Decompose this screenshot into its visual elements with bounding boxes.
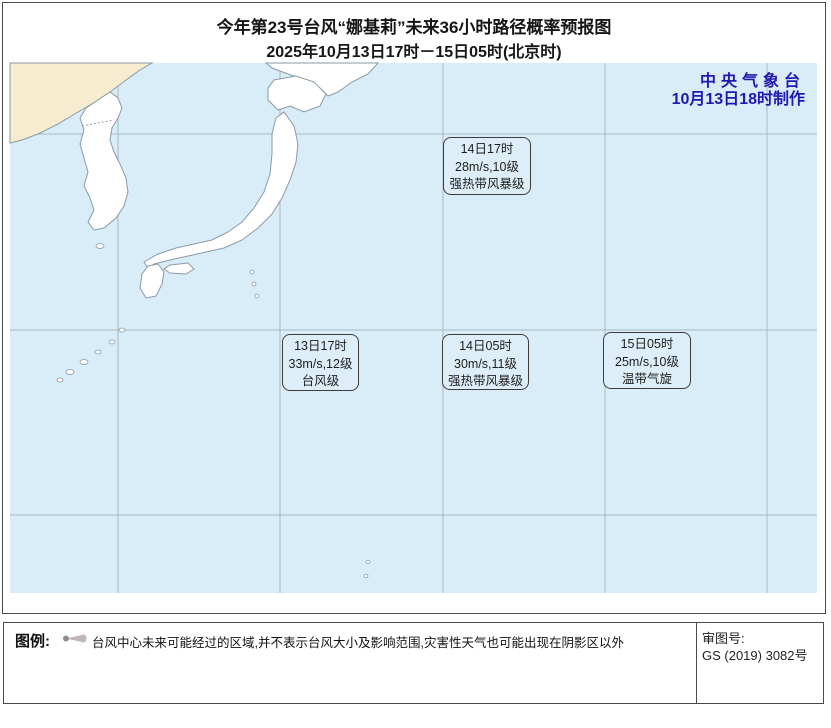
small-island <box>249 269 255 275</box>
small-island <box>79 359 89 365</box>
callout-wind: 33m/s,12级 <box>288 356 353 371</box>
callout-wind: 28m/s,10级 <box>455 159 519 174</box>
callout-13d17h: 13日17时 33m/s,12级 台风级 <box>282 334 359 391</box>
legend-label: 图例: <box>15 633 50 650</box>
callout-wind: 25m/s,10级 <box>615 354 679 369</box>
small-island <box>118 327 126 333</box>
review-number-label: 审图号: <box>702 631 745 646</box>
small-island <box>65 369 75 375</box>
legend-divider <box>696 623 697 703</box>
callout-category: 强热带风暴级 <box>449 177 525 191</box>
page-subtitle: 2025年10月13日17时－15日05时(北京时) <box>266 44 562 61</box>
mainland-china-land <box>9 62 154 144</box>
landmass <box>79 91 129 231</box>
callout-time: 13日17时 <box>294 339 347 353</box>
callout-14d17h: 14日17时 28m/s,10级 强热带风暴级 <box>443 137 531 195</box>
small-island <box>363 574 369 578</box>
callout-time: 14日17时 <box>460 142 514 156</box>
small-island <box>94 349 102 355</box>
small-island <box>56 377 64 383</box>
callout-category: 台风级 <box>301 374 340 388</box>
small-island <box>108 339 116 345</box>
legend: 图例: 台风中心未来可能经过的区域,并不表示台风大小及影响范围,灾害性天气也可能… <box>3 622 824 704</box>
border-dotted-line <box>81 119 115 127</box>
callout-category: 强热带风暴级 <box>447 374 523 388</box>
review-number-value: GS (2019) 3082号 <box>702 648 808 663</box>
review-number: 审图号: GS (2019) 3082号 <box>702 630 808 664</box>
probability-cone-icon <box>62 631 90 651</box>
landmass <box>267 75 327 113</box>
agency-name: 中央气象台 <box>699 73 805 90</box>
small-island <box>251 281 257 287</box>
callout-14d05h: 14日05时 30m/s,11级 强热带风暴级 <box>442 334 529 390</box>
typhoon-map <box>9 62 817 593</box>
sea-area <box>10 63 817 593</box>
agency-credit: 中央气象台 10月13日18时制作 <box>672 73 805 109</box>
small-island <box>95 243 105 249</box>
small-island <box>365 560 371 564</box>
legend-cone-text: 台风中心未来可能经过的区域,并不表示台风大小及影响范围,灾害性天气也可能出现在阴… <box>92 636 624 650</box>
landmass <box>264 62 380 97</box>
landmass <box>163 262 195 275</box>
callout-time: 14日05时 <box>459 339 512 353</box>
callout-time: 15日05时 <box>620 337 674 351</box>
landmass <box>139 263 165 299</box>
page-title: 今年第23号台风“娜基莉”未来36小时路径概率预报图 <box>216 18 612 37</box>
callout-15d05h: 15日05时 25m/s,10级 温带气旋 <box>603 332 691 389</box>
callout-category: 温带气旋 <box>621 372 672 386</box>
small-island <box>254 293 260 299</box>
agency-issued-time: 10月13日18时制作 <box>671 91 805 108</box>
callout-wind: 30m/s,11级 <box>454 356 517 371</box>
